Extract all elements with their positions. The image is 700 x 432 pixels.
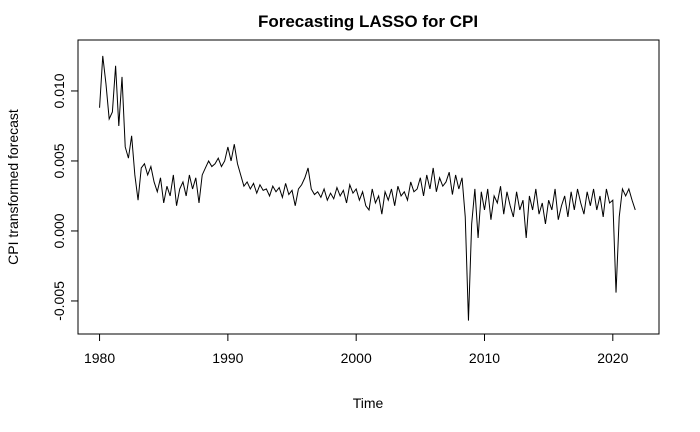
x-tick-label: 2020 xyxy=(597,350,628,366)
x-tick-label: 2000 xyxy=(341,350,372,366)
chart-title: Forecasting LASSO for CPI xyxy=(258,12,478,31)
series-line xyxy=(99,55,636,321)
x-axis-label: Time xyxy=(353,395,384,411)
y-tick-label: 0.000 xyxy=(51,213,67,248)
x-tick-label: 1990 xyxy=(212,350,243,366)
x-tick-label: 1980 xyxy=(84,350,115,366)
y-tick-label: 0.005 xyxy=(51,143,67,178)
y-tick-label: -0.005 xyxy=(51,281,67,321)
y-tick-label: 0.010 xyxy=(51,73,67,108)
y-axis-label: CPI transformed forecast xyxy=(5,109,21,265)
x-tick-label: 2010 xyxy=(469,350,500,366)
